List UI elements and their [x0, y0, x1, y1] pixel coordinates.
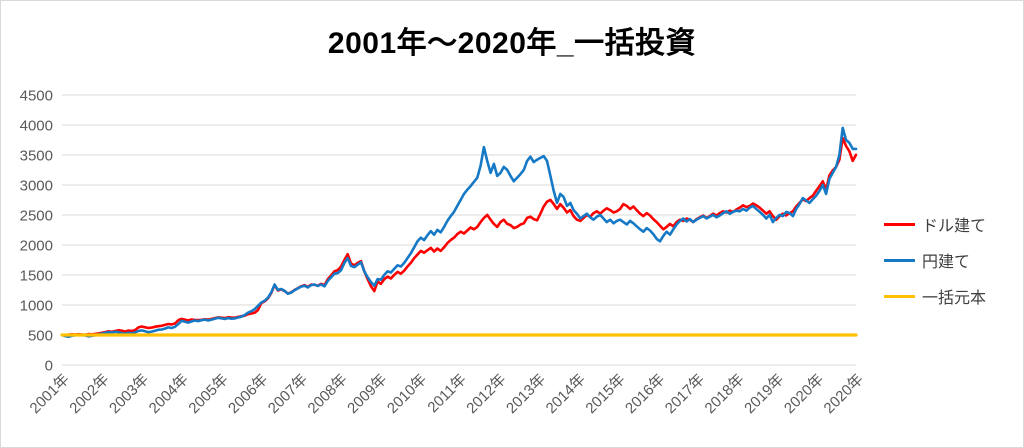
x-axis-tick-label: 2008年	[305, 371, 351, 417]
y-axis-tick-label: 1000	[20, 297, 53, 314]
y-axis-tick-label: 500	[28, 327, 53, 344]
x-axis-tick-label: 2017年	[662, 371, 708, 417]
x-axis-tick-label: 2005年	[185, 371, 231, 417]
legend-label-usd: ドル建て	[922, 218, 987, 235]
legend-item-usd: ドル建て	[884, 212, 1020, 236]
x-axis-tick-label: 2006年	[225, 371, 271, 417]
x-axis-tick-label: 2010年	[384, 371, 430, 417]
legend: ドル建て 円建て 一括元本	[884, 212, 1020, 320]
x-axis-tick-label: 2002年	[66, 371, 112, 417]
x-axis-tick-label: 2014年	[543, 371, 589, 417]
x-axis-tick-label: 2016年	[622, 371, 668, 417]
y-axis-tick-label: 0	[45, 357, 53, 374]
y-axis-tick-label: 3500	[20, 147, 53, 164]
x-axis-tick-label: 2009年	[344, 371, 390, 417]
chart-title: 2001年～2020年_一括投資	[327, 27, 697, 60]
y-axis-tick-label: 2000	[20, 237, 53, 254]
x-axis-tick-label: 2020年	[821, 371, 867, 417]
x-axis-tick-label: 2004年	[146, 371, 192, 417]
series-line-1	[60, 126, 858, 339]
y-axis-tick-label: 4500	[20, 87, 53, 104]
x-axis-tick-label: 2015年	[582, 371, 628, 417]
x-axis-tick-label: 2011年	[424, 371, 469, 416]
x-axis-tick-label: 2007年	[265, 371, 311, 417]
x-axis-tick-label: 2001年	[27, 371, 73, 417]
legend-label-principal: 一括元本	[922, 290, 987, 307]
x-axis-tick-label: 2013年	[503, 371, 549, 417]
series-line-0	[60, 136, 858, 337]
legend-label-yen: 円建て	[922, 254, 971, 271]
legend-swatch-usd-icon	[884, 222, 915, 226]
x-axis-tick-label: 2012年	[463, 371, 509, 417]
x-axis-tick-label: 2018年	[702, 371, 748, 417]
legend-swatch-yen-icon	[884, 258, 915, 262]
legend-item-principal: 一括元本	[884, 284, 1020, 308]
x-axis-tick-label: 2020年	[781, 371, 827, 417]
legend-swatch-principal-icon	[884, 294, 915, 298]
legend-item-yen: 円建て	[884, 248, 1020, 272]
y-axis-tick-label: 3000	[20, 177, 53, 194]
x-axis-tick-label: 2003年	[106, 371, 152, 417]
y-axis-tick-label: 4000	[20, 117, 53, 134]
y-axis-tick-label: 2500	[20, 207, 53, 224]
y-axis-tick-label: 1500	[20, 267, 53, 284]
x-axis-tick-label: 2019年	[741, 371, 787, 417]
